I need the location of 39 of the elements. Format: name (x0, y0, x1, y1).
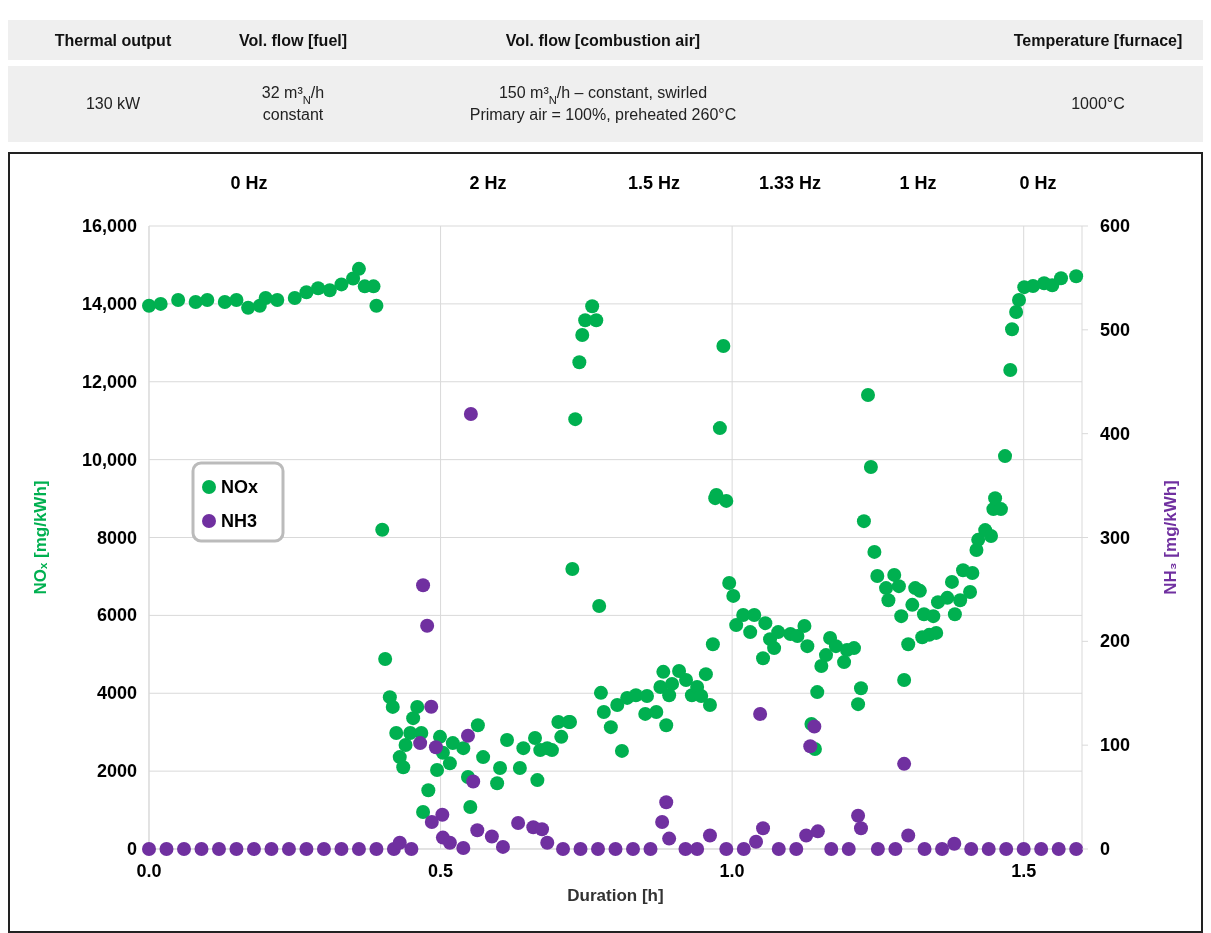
y-tick-label: 4000 (96, 683, 137, 704)
y-tick-label: 2000 (96, 761, 137, 782)
y-tick-label: 0 (126, 839, 137, 859)
text: 1.33 Hz (758, 173, 822, 193)
x-tick-label: 1.5 (1011, 861, 1037, 881)
y2-axis-title: NH₃ [mg/kWh] (1161, 480, 1180, 595)
y2-tick-label: 600 (1100, 216, 1131, 236)
text: 1000°C (1071, 95, 1125, 112)
text: 32 m³$_{N}$/h constant (261, 84, 325, 123)
x-tick-label: 0.5 (428, 861, 454, 881)
y-tick-label: 10,000 (81, 449, 137, 470)
legend-label: NOx (221, 477, 259, 497)
text: 150 m³$_{N}$/h – constant, swirled Primary air = 100%, preheated 260°C (469, 84, 737, 123)
text: 2 Hz (469, 173, 507, 193)
text: Vol. flow [fuel] (238, 32, 348, 49)
x-tick-label: 0.0 (136, 861, 162, 881)
text: Thermal output (54, 32, 172, 49)
y-tick-label: 14,000 (81, 293, 137, 314)
text: 0 Hz (1019, 173, 1057, 193)
y-axis-title: NOₓ [mg/kWh] (31, 480, 50, 595)
text: Vol. flow [combustion air] (505, 32, 701, 49)
x-axis-title: Duration [h] (567, 886, 664, 905)
text: Temperature [furnace] (1013, 32, 1183, 49)
y2-tick-label: 100 (1100, 735, 1131, 756)
text: 1.5 Hz (627, 173, 681, 193)
y2-tick-label: 500 (1100, 319, 1131, 340)
y2-tick-label: 0 (1100, 839, 1111, 859)
y2-tick-label: 400 (1100, 423, 1131, 444)
y2-tick-label: 300 (1100, 527, 1131, 548)
legend-label: NH3 (221, 511, 258, 531)
x-tick-label: 1.0 (719, 861, 745, 881)
y-tick-label: 16,000 (81, 216, 137, 236)
y-tick-label: 8000 (96, 527, 137, 548)
text: 1 Hz (899, 173, 937, 193)
y2-tick-label: 200 (1100, 631, 1131, 652)
text: 130 kW (85, 95, 142, 112)
text: 0 Hz (230, 173, 268, 193)
y-tick-label: 12,000 (81, 371, 137, 392)
y-tick-label: 6000 (96, 605, 137, 626)
